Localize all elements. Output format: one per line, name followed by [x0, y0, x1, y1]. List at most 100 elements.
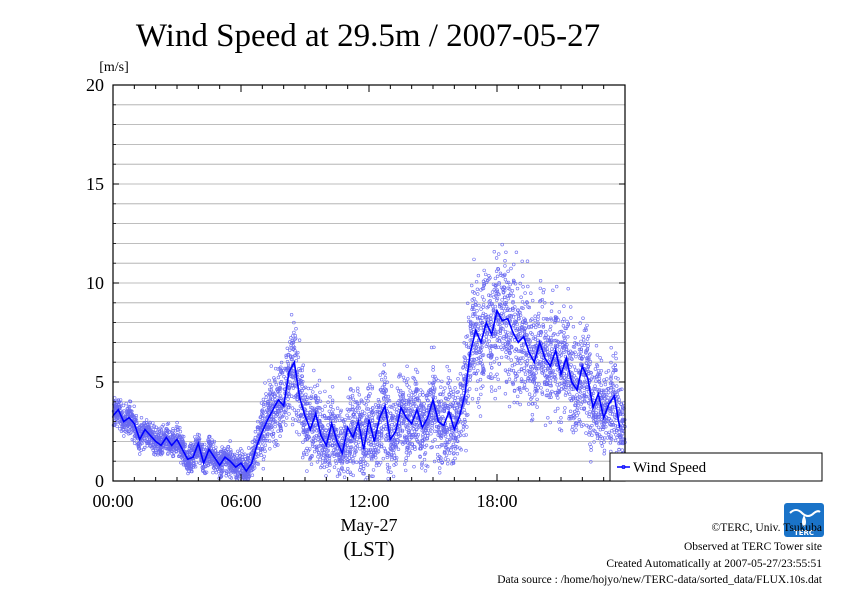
data-point — [389, 427, 394, 431]
data-point — [556, 332, 560, 337]
data-point — [436, 452, 440, 457]
data-point — [411, 427, 416, 431]
data-point — [315, 408, 319, 412]
data-point — [270, 425, 274, 429]
data-point — [569, 316, 573, 320]
data-point — [261, 413, 265, 417]
data-point — [511, 315, 516, 319]
data-point — [278, 372, 282, 377]
data-point — [374, 456, 378, 460]
data-point — [487, 277, 491, 281]
data-point — [495, 356, 499, 361]
data-point — [317, 378, 322, 383]
data-point — [470, 283, 474, 288]
data-point — [421, 404, 425, 409]
data-point — [443, 440, 448, 445]
data-point — [320, 408, 325, 412]
data-point — [330, 443, 334, 448]
data-point — [350, 393, 355, 398]
data-point — [338, 410, 343, 414]
data-point — [187, 454, 191, 459]
data-point — [351, 427, 355, 431]
data-point — [175, 420, 179, 425]
data-point — [357, 413, 362, 417]
data-point — [309, 462, 314, 466]
data-point — [437, 430, 441, 434]
data-point — [448, 437, 452, 441]
data-point — [475, 309, 479, 313]
data-point — [264, 395, 268, 399]
data-point — [551, 288, 555, 292]
data-point — [273, 444, 277, 448]
data-point — [493, 332, 498, 336]
data-point — [250, 451, 254, 455]
data-point — [346, 459, 350, 464]
data-point — [383, 380, 387, 384]
data-point — [385, 380, 389, 384]
data-point — [157, 431, 161, 435]
data-point — [241, 457, 246, 462]
data-point — [431, 392, 436, 397]
data-point — [507, 338, 511, 342]
data-point — [356, 433, 360, 437]
data-point — [318, 457, 322, 462]
data-point — [122, 409, 126, 413]
data-point — [480, 353, 484, 358]
data-point — [271, 421, 275, 425]
data-point — [456, 377, 460, 381]
data-point — [585, 337, 590, 341]
data-point — [146, 425, 150, 429]
data-point — [504, 300, 509, 305]
data-point — [360, 469, 364, 473]
data-point — [496, 318, 500, 323]
data-point — [361, 471, 365, 476]
data-point — [588, 442, 592, 446]
data-point — [181, 454, 185, 458]
data-point — [198, 461, 202, 465]
data-point — [322, 413, 326, 418]
data-point — [496, 267, 500, 271]
data-point — [214, 445, 218, 450]
data-point — [330, 430, 334, 435]
data-point — [287, 412, 291, 416]
data-point — [356, 410, 361, 414]
data-point — [348, 395, 353, 399]
data-point — [511, 381, 515, 385]
data-point — [444, 434, 448, 438]
data-point — [263, 449, 267, 453]
data-point — [197, 438, 201, 442]
data-point — [418, 393, 422, 397]
data-point — [316, 435, 321, 439]
data-point — [549, 309, 554, 313]
data-point — [422, 402, 426, 406]
data-point — [311, 436, 316, 440]
data-point — [420, 462, 424, 467]
data-point — [274, 438, 278, 443]
data-point — [487, 345, 492, 350]
data-point — [468, 387, 472, 391]
data-point — [491, 282, 496, 287]
data-point — [366, 448, 371, 452]
data-point — [294, 430, 299, 434]
data-point — [281, 420, 286, 424]
data-point — [509, 266, 513, 271]
data-point — [481, 364, 485, 368]
data-point — [269, 394, 273, 398]
data-point — [453, 435, 457, 440]
data-point — [208, 459, 212, 463]
data-point — [358, 447, 362, 451]
data-point — [339, 431, 343, 435]
data-point — [481, 368, 485, 372]
data-point — [351, 389, 356, 393]
data-point — [471, 321, 475, 325]
data-point — [365, 463, 370, 467]
data-point — [509, 368, 513, 373]
data-point — [159, 433, 163, 437]
data-point — [501, 327, 505, 331]
data-point — [366, 454, 370, 458]
data-point — [474, 341, 479, 345]
data-point — [170, 449, 174, 453]
data-point — [480, 371, 484, 375]
data-point — [348, 397, 352, 401]
